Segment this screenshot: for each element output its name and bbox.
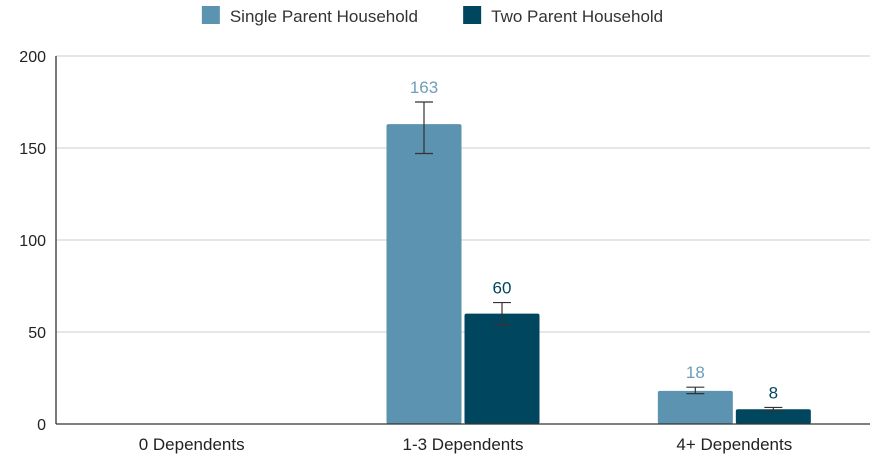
- legend-swatch: [201, 6, 220, 24]
- x-category-label: 1-3 Dependents: [403, 435, 524, 454]
- y-tick-label: 150: [19, 141, 46, 158]
- error-bar: [493, 301, 511, 326]
- y-tick-label: 0: [37, 417, 46, 434]
- data-label: 8: [769, 383, 778, 402]
- y-tick-label: 200: [19, 49, 46, 66]
- legend-item-two-parent: Two Parent Household: [463, 6, 663, 26]
- legend-label: Single Parent Household: [230, 7, 418, 26]
- bar-single-2: [657, 390, 733, 424]
- error-bar: [415, 101, 433, 155]
- data-label: 60: [493, 279, 512, 298]
- error-bar: [686, 386, 705, 395]
- bars: [386, 124, 811, 424]
- bar-two-1: [464, 313, 540, 424]
- y-tick-label: 100: [19, 233, 46, 250]
- data-label: 163: [410, 78, 438, 97]
- legend-label: Two Parent Household: [491, 7, 663, 26]
- x-category-label: 0 Dependents: [139, 435, 245, 454]
- legend-item-single-parent: Single Parent Household: [201, 6, 418, 26]
- data-labels: 163 60 18 8: [410, 78, 778, 402]
- legend: Single Parent Household Two Parent Househ…: [201, 6, 663, 26]
- legend-swatch: [463, 6, 482, 24]
- data-label: 18: [686, 363, 705, 382]
- gridlines: [56, 55, 870, 333]
- bar-single-1: [386, 124, 462, 424]
- error-bar: [764, 406, 783, 412]
- y-tick-label: 50: [28, 325, 46, 342]
- bar-two-2: [735, 409, 811, 424]
- y-axis-ticks: 0 50 100 150 200: [19, 49, 46, 434]
- error-bars: [415, 101, 783, 412]
- x-category-label: 4+ Dependents: [676, 435, 792, 454]
- x-axis-categories: 0 Dependents 1-3 Dependents 4+ Dependents: [139, 435, 793, 454]
